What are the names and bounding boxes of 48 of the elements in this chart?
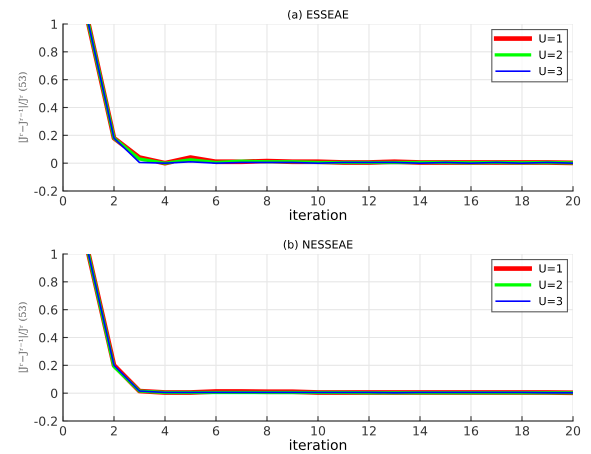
y-tick-label: 1 — [52, 20, 57, 29]
x-tick-label: 12 — [362, 196, 376, 206]
x-tick-label: 16 — [464, 196, 478, 206]
x-tick-label: 6 — [212, 426, 220, 436]
x-tick-label: 4 — [162, 196, 168, 206]
legend-label: U=3 — [539, 66, 562, 76]
x-tick-label: 2 — [110, 426, 117, 436]
y-axis-title: |Jʳ−Jʳ⁻¹|/Jʳ (53) — [18, 302, 28, 372]
y-tick-label: 0.8 — [39, 47, 58, 57]
x-tick-label: 14 — [413, 196, 428, 206]
x-axis-title: iteration — [290, 209, 346, 220]
legend-label: U=1 — [539, 264, 562, 273]
y-tick-label: 0.4 — [39, 332, 58, 342]
y-tick-label: -0.2 — [34, 186, 57, 196]
y-axis-title: |Jʳ−Jʳ⁻¹|/Jʳ (53) — [18, 72, 28, 142]
x-tick-label: 8 — [264, 426, 270, 436]
legend-label: U=2 — [539, 280, 562, 289]
y-tick-label: 0.6 — [39, 305, 58, 315]
x-tick-label: 18 — [515, 196, 530, 206]
y-tick-label: 0.6 — [39, 75, 58, 85]
x-tick-label: 10 — [311, 196, 326, 206]
chart-title: (a) ESSEAE — [288, 10, 348, 20]
y-tick-label: 0 — [51, 158, 58, 168]
x-tick-label: 20 — [566, 196, 580, 206]
y-tick-label: 0.2 — [39, 360, 57, 370]
x-tick-label: 2 — [110, 196, 117, 206]
y-tick-label: 0.4 — [39, 102, 58, 112]
y-tick-label: 0 — [51, 388, 58, 398]
x-tick-label: 8 — [264, 196, 270, 206]
x-tick-label: 0 — [60, 196, 66, 206]
x-tick-label: 10 — [311, 426, 326, 436]
x-tick-label: 4 — [162, 426, 168, 436]
y-tick-label: 1 — [52, 250, 57, 259]
x-tick-label: 14 — [413, 426, 428, 436]
x-axis-title: iteration — [290, 439, 346, 450]
chart-title: (b) NESSEAE — [284, 240, 352, 250]
legend-label: U=3 — [539, 296, 562, 306]
x-tick-label: 20 — [566, 426, 580, 436]
legend-label: U=2 — [539, 50, 562, 59]
x-tick-label: 12 — [362, 426, 376, 436]
x-tick-label: 6 — [212, 196, 220, 206]
x-tick-label: 16 — [464, 426, 478, 436]
x-tick-label: 18 — [515, 426, 530, 436]
legend-label: U=1 — [539, 34, 562, 43]
y-tick-label: 0.2 — [39, 130, 57, 140]
y-tick-label: 0.8 — [39, 277, 58, 287]
x-tick-label: 0 — [60, 426, 66, 436]
y-tick-label: -0.2 — [34, 416, 57, 426]
